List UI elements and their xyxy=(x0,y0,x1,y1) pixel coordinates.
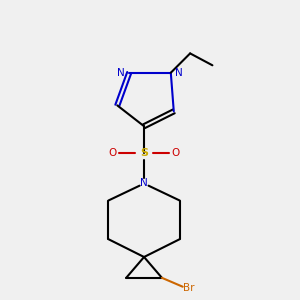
Text: S: S xyxy=(140,148,148,158)
Text: O: O xyxy=(109,148,117,158)
Text: O: O xyxy=(171,148,179,158)
Text: Br: Br xyxy=(183,283,194,293)
Text: N: N xyxy=(117,68,125,78)
Text: N: N xyxy=(175,68,183,78)
Text: N: N xyxy=(140,178,148,188)
